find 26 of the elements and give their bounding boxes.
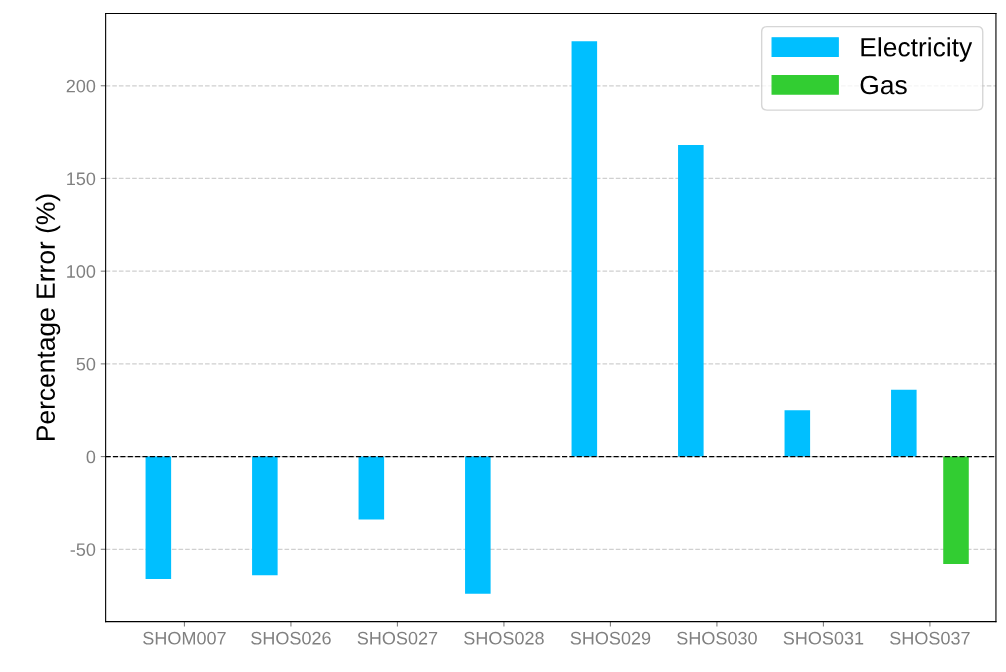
bar [571,41,598,457]
x-tick-label: SHOS037 [890,631,970,645]
x-tick-label: SHOS031 [783,631,864,645]
x-tick-label: SHOS028 [464,631,544,645]
legend-label: Gas [860,75,907,95]
legend-label: Electricity [861,37,973,62]
y-tick-label: 50 [76,357,96,371]
bar [784,410,811,457]
x-tick-label: SHOS027 [357,631,438,645]
x-tick-label: SHOS029 [570,631,651,645]
bar [465,456,491,594]
bar [358,456,385,520]
bar [252,456,278,576]
y-tick-label: 100 [67,265,96,278]
bar [943,456,969,565]
y-tick-label: 150 [67,172,96,186]
bar [145,456,172,579]
y-tick-label: 200 [66,79,96,93]
bar [678,145,704,457]
x-tick-label: SHOS030 [677,631,757,645]
x-tick-label: SHOM007 [143,631,226,645]
bar [891,389,917,457]
x-tick-label: SHOS026 [251,631,331,645]
y-tick-label: 0 [86,450,96,464]
y-axis-title: Percentage Error (%) [35,194,61,441]
y-tick-label: -50 [70,543,96,557]
